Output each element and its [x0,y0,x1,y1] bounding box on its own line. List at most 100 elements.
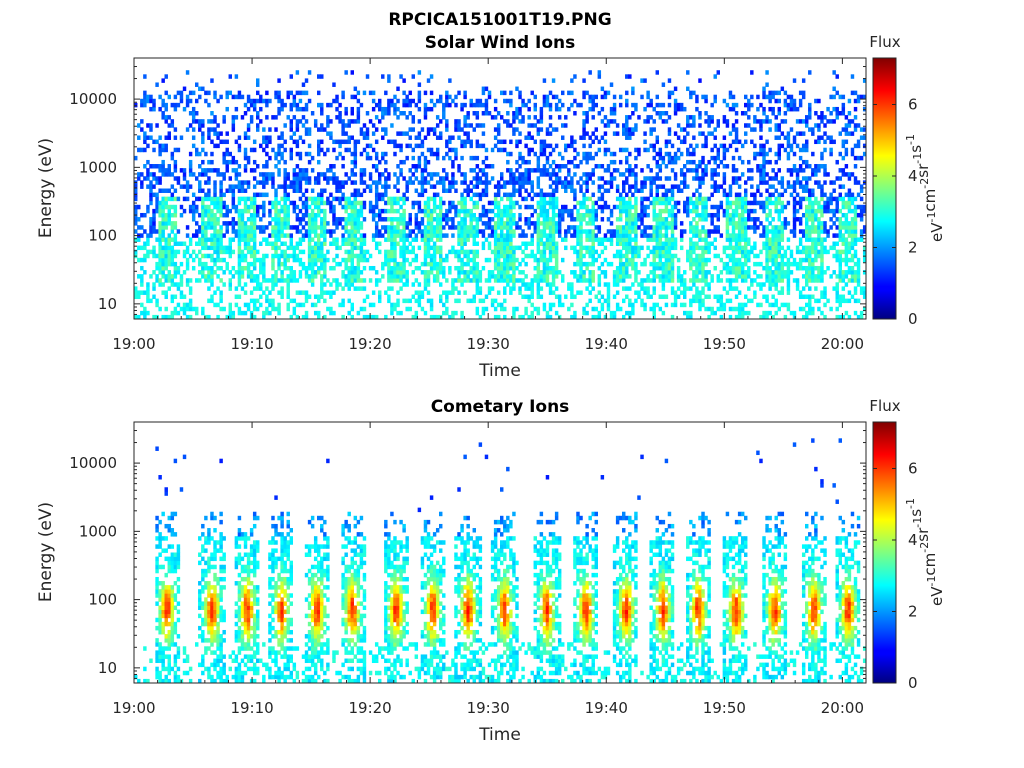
heatmap-cell [451,135,455,140]
heatmap-cell [698,159,702,165]
heatmap-cell [295,139,300,145]
heatmap-cell [307,127,312,132]
heatmap-cell [344,204,348,210]
heatmap-cell [237,184,242,189]
heatmap-cell [283,180,287,185]
heatmap-cell [262,98,266,104]
heatmap-cell [262,314,266,320]
heatmap-cell [384,261,388,267]
heatmap-cell [567,159,571,165]
heatmap-cell [640,208,644,214]
heatmap-cell [548,143,553,149]
heatmap-cell [591,155,595,161]
heatmap-cell [585,196,589,202]
heatmap-cell [631,217,635,222]
heatmap-cell [554,265,559,271]
heatmap-cell [310,208,315,214]
heatmap-cell [625,241,629,246]
heatmap-cell [252,159,257,165]
heatmap-cell [527,192,531,198]
heatmap-cell [460,257,464,263]
heatmap-cell [652,233,656,238]
heatmap-cell [634,298,638,304]
heatmap-cell [640,204,644,210]
heatmap-cell [429,221,434,226]
heatmap-cell [637,253,641,259]
heatmap-cell [475,139,480,145]
heatmap-cell [710,221,714,226]
heatmap-cell [317,298,321,304]
heatmap-cell [454,253,458,259]
heatmap-cell [359,241,364,246]
heatmap-cell [527,135,531,140]
heatmap-cell [353,143,358,149]
heatmap-cell [496,221,501,226]
heatmap-cell [670,168,675,173]
heatmap-cell [277,184,281,189]
heatmap-cell [313,200,318,206]
heatmap-cell [713,172,717,177]
heatmap-cell [423,102,428,108]
heatmap-cell [164,245,168,251]
heatmap-cell [594,314,598,320]
heatmap-cell [426,217,431,222]
heatmap-cell [521,172,525,177]
heatmap-cell [533,106,537,112]
heatmap-cell [557,270,562,275]
heatmap-cell [591,253,595,259]
heatmap-cell [210,200,214,206]
heatmap-cell [338,245,342,251]
heatmap-cell [722,180,727,185]
heatmap-cell [280,204,284,210]
heatmap-cell [512,200,516,206]
heatmap-cell [728,282,733,287]
heatmap-cell [207,278,211,283]
heatmap-cell [542,78,547,83]
heatmap-cell [246,241,251,246]
heatmap-cell [667,176,672,181]
heatmap-cell [347,119,351,124]
heatmap-cell [313,229,318,234]
heatmap-cell [313,123,318,128]
heatmap-cell [667,151,672,157]
heatmap-cell [493,135,498,140]
heatmap-cell [304,290,309,295]
heatmap-cell [679,245,684,251]
heatmap-cell [161,217,165,222]
heatmap-cell [246,306,251,312]
heatmap-cell [731,249,736,255]
heatmap-cell [701,274,705,279]
heatmap-cell [292,278,297,283]
heatmap-cell [240,180,245,185]
heatmap-cell [564,188,568,193]
heatmap-cell [246,233,251,238]
heatmap-cell [539,241,544,246]
heatmap-cell [405,131,409,136]
heatmap-cell [524,310,528,316]
heatmap-cell [262,208,266,214]
heatmap-cell [542,302,547,308]
heatmap-cell [554,225,559,230]
heatmap-cell [469,298,473,304]
heatmap-cell [530,314,534,320]
heatmap-cell [338,151,342,157]
heatmap-cell [542,139,547,145]
heatmap-cell [274,164,278,169]
heatmap-cell [698,217,702,222]
heatmap-cell [231,159,236,165]
heatmap-cell [725,204,730,210]
heatmap-cell [423,241,428,246]
heatmap-cell [637,217,641,222]
heatmap-cell [676,188,681,193]
heatmap-cell [603,274,608,279]
heatmap-cell [237,270,242,275]
heatmap-cell [146,172,150,177]
heatmap-cell [243,180,248,185]
heatmap-cell [387,196,391,202]
heatmap-cell [622,261,626,267]
heatmap-cell [167,221,171,226]
heatmap-cell [423,245,428,251]
heatmap-cell [298,98,303,104]
heatmap-cell [234,106,239,112]
heatmap-cell [402,176,406,181]
